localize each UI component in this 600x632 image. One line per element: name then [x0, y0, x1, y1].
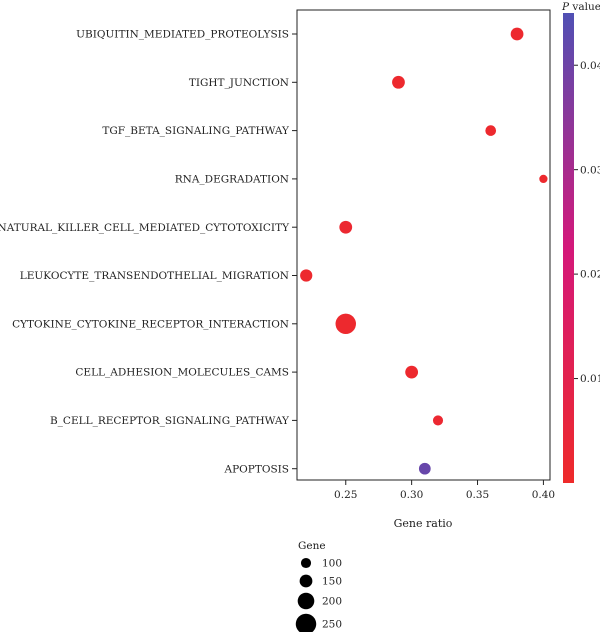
size-legend-items: 100 150 200 250 — [295, 557, 342, 632]
colorbar: P value 0.01 0.02 0.03 0.04 — [561, 1, 600, 483]
size-legend-dot — [300, 557, 312, 569]
data-point — [539, 174, 548, 184]
x-tick-label: 0.30 — [400, 489, 423, 501]
x-tick-label: 0.25 — [334, 489, 357, 501]
size-legend: Gene 100 150 200 250 — [295, 540, 342, 632]
data-point — [418, 462, 431, 475]
data-point — [405, 365, 419, 379]
y-axis-labels: UBIQUITIN_MEDIATED_PROTEOLYSIS TIGHT_JUNC… — [0, 29, 290, 476]
y-tick-label: UBIQUITIN_MEDIATED_PROTEOLYSIS — [76, 29, 289, 41]
size-legend-dot — [299, 574, 313, 588]
data-point — [432, 415, 444, 426]
colorbar-gradient — [563, 13, 574, 483]
data-point — [485, 125, 497, 136]
y-tick-label: CYTOKINE_CYTOKINE_RECEPTOR_INTERACTION — [12, 318, 289, 330]
x-axis-ticks: 0.25 0.30 0.35 0.40 — [334, 480, 555, 501]
data-points — [300, 27, 548, 475]
colorbar-tick-label: 0.01 — [580, 373, 600, 385]
colorbar-ticks: 0.01 0.02 0.03 0.04 — [574, 60, 600, 385]
data-point — [300, 269, 313, 282]
size-legend-title: Gene — [298, 540, 326, 552]
y-tick-label: TIGHT_JUNCTION — [189, 77, 289, 89]
x-axis-title: Gene ratio — [394, 517, 453, 530]
y-tick-label: CELL_ADHESION_MOLECULES_CAMS — [75, 367, 289, 379]
size-legend-label: 150 — [322, 576, 342, 588]
colorbar-tick-label: 0.02 — [580, 269, 600, 281]
y-tick-label: RNA_DEGRADATION — [175, 174, 289, 186]
y-tick-label: B_CELL_RECEPTOR_SIGNALING_PATHWAY — [50, 415, 290, 427]
size-legend-label: 250 — [322, 619, 342, 631]
data-point — [510, 27, 524, 41]
y-axis-ticks — [292, 33, 297, 470]
colorbar-tick-label: 0.04 — [580, 60, 600, 72]
y-tick-label: LEUKOCYTE_TRANSENDOTHELIAL_MIGRATION — [20, 270, 289, 282]
x-tick-label: 0.35 — [466, 489, 489, 501]
colorbar-title: P value — [561, 1, 600, 13]
y-tick-label: NATURAL_KILLER_CELL_MEDIATED_CYTOTOXICIT… — [0, 222, 290, 234]
size-legend-dot — [297, 592, 315, 610]
x-tick-label: 0.40 — [532, 489, 555, 501]
y-tick-label: TGF_BETA_SIGNALING_PATHWAY — [102, 125, 290, 137]
y-tick-label: APOPTOSIS — [224, 463, 289, 475]
size-legend-label: 200 — [322, 596, 342, 608]
size-legend-dot — [295, 613, 317, 632]
plot-panel — [296, 9, 551, 481]
data-point — [335, 313, 356, 335]
data-point — [339, 220, 353, 234]
size-legend-label: 100 — [322, 558, 342, 570]
data-point — [392, 75, 405, 89]
colorbar-tick-label: 0.03 — [580, 164, 600, 176]
